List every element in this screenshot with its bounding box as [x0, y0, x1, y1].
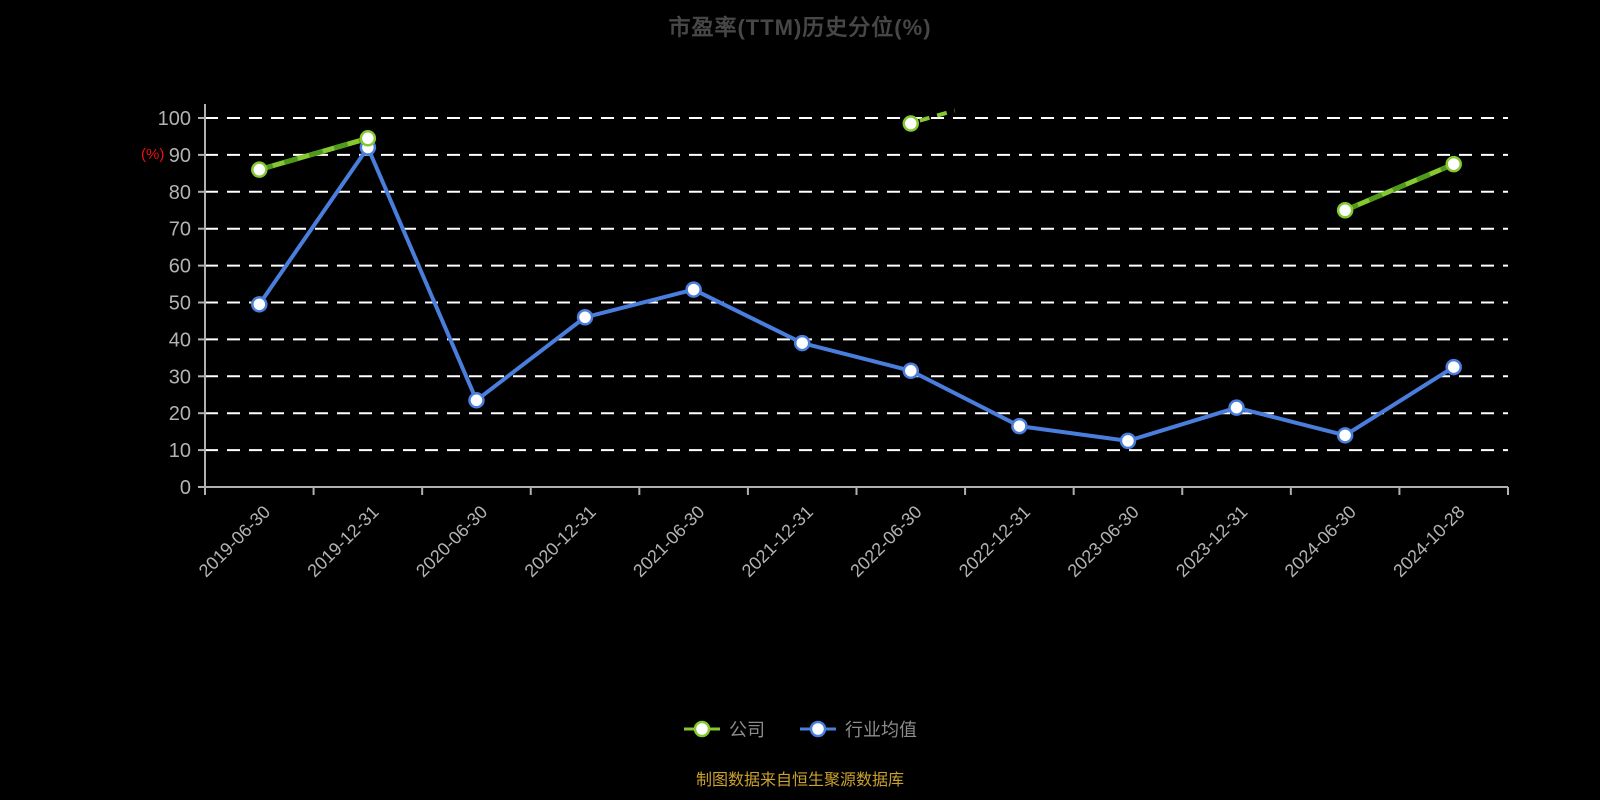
industry-data-point[interactable]	[1445, 358, 1462, 376]
y-axis-label: 40	[169, 329, 191, 351]
data-source-note: 制图数据来自恒生聚源数据库	[695, 772, 904, 789]
y-axis-label: 60	[169, 256, 191, 278]
company-data-point[interactable]	[359, 130, 377, 147]
x-axis-label: 2022-06-30	[846, 502, 925, 581]
industry-data-point[interactable]	[468, 392, 485, 409]
industry-data-point[interactable]	[793, 334, 811, 352]
x-axis-label: 2019-06-30	[195, 502, 274, 581]
legend-marker-company	[684, 720, 720, 738]
y-axis-label: 90	[169, 145, 191, 167]
x-axis-label: 2024-06-30	[1281, 502, 1360, 581]
industry-data-point[interactable]	[902, 362, 920, 380]
legend-label-company: 公司	[729, 720, 765, 740]
company-line-clipped-stub	[919, 108, 956, 123]
industry-data-point[interactable]	[1011, 417, 1028, 435]
company-line-dash	[258, 135, 369, 173]
industry-data-point[interactable]	[576, 309, 594, 326]
y-axis-label: 80	[169, 182, 191, 204]
y-axis-unit-label: (%)	[141, 146, 165, 163]
x-axis-label: 2019-12-31	[303, 502, 382, 581]
legend: 公司 行业均值	[0, 716, 1600, 742]
company-data-point[interactable]	[1445, 155, 1462, 173]
y-axis-label: 50	[169, 293, 191, 315]
y-axis-label: 30	[169, 366, 191, 388]
company-data-point[interactable]	[902, 115, 920, 132]
legend-marker-industry	[800, 720, 836, 738]
industry-data-point[interactable]	[251, 296, 268, 313]
company-data-point[interactable]	[1336, 202, 1354, 219]
industry-data-point[interactable]	[1119, 432, 1137, 450]
y-axis-label: 0	[180, 477, 191, 499]
company-line-dash	[1344, 161, 1455, 213]
x-axis-label: 2021-06-30	[629, 502, 708, 581]
company-data-point[interactable]	[251, 161, 268, 178]
x-axis-label: 2024-10-28	[1389, 502, 1468, 581]
y-axis-label: 10	[169, 440, 191, 462]
industry-data-point[interactable]	[1228, 399, 1245, 416]
legend-item[interactable]: 公司	[683, 716, 765, 742]
x-axis-label: 2020-12-31	[521, 502, 600, 581]
x-axis-label: 2023-12-31	[1172, 502, 1251, 581]
x-axis-label: 2023-06-30	[1064, 502, 1143, 581]
y-axis-label: 20	[169, 403, 191, 425]
industry-line	[257, 145, 1456, 443]
legend-item[interactable]: 行业均值	[799, 716, 917, 742]
y-axis-label: 100	[158, 108, 191, 130]
legend-label-industry: 行业均值	[845, 720, 917, 740]
x-axis-label: 2022-12-31	[955, 502, 1034, 581]
chart-title: 市盈率(TTM)历史分位(%)	[668, 15, 932, 40]
x-axis-label: 2020-06-30	[412, 502, 491, 581]
industry-data-point[interactable]	[685, 281, 702, 298]
y-axis-label: 70	[169, 219, 191, 241]
x-axis-label: 2021-12-31	[738, 502, 817, 581]
industry-data-point[interactable]	[1336, 427, 1354, 444]
